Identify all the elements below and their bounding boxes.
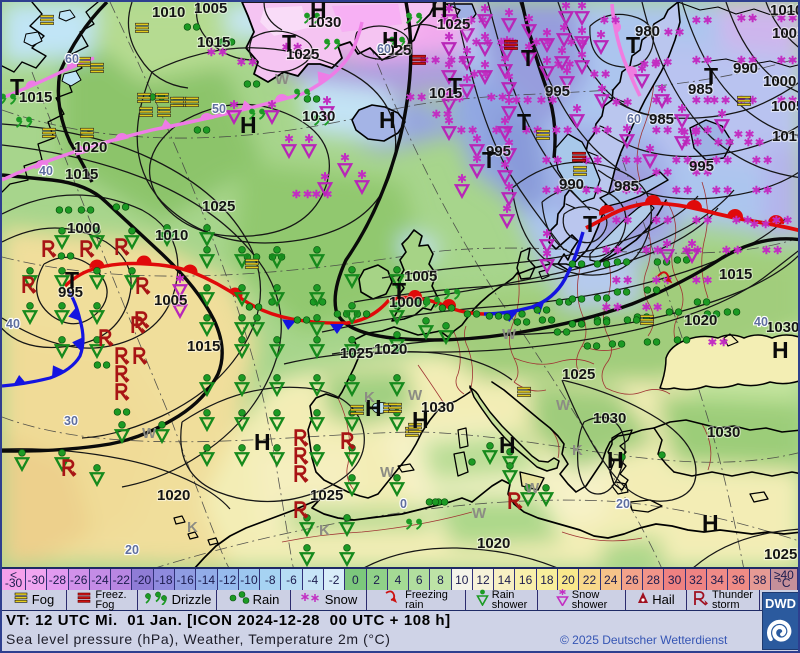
svg-text:H: H: [412, 407, 429, 433]
svg-text:1000: 1000: [389, 294, 422, 311]
svg-text:W: W: [142, 425, 157, 442]
svg-text:1020: 1020: [74, 139, 107, 156]
svg-text:990: 990: [733, 60, 758, 77]
svg-text:1025: 1025: [340, 345, 373, 362]
svg-text:1030: 1030: [707, 424, 740, 441]
svg-text:1015: 1015: [197, 34, 230, 51]
svg-text:1025: 1025: [562, 366, 595, 383]
svg-text:1015: 1015: [187, 338, 220, 355]
svg-text:30: 30: [64, 414, 78, 428]
svg-text:1005: 1005: [404, 268, 437, 285]
svg-text:1020: 1020: [684, 312, 717, 329]
svg-text:1030: 1030: [308, 14, 341, 31]
svg-text:T: T: [482, 147, 496, 173]
svg-text:50: 50: [212, 102, 226, 116]
svg-text:60: 60: [65, 52, 79, 66]
svg-text:T: T: [392, 278, 406, 304]
svg-text:H: H: [310, 2, 327, 23]
svg-text:60: 60: [627, 112, 641, 126]
svg-text:W: W: [380, 464, 395, 481]
svg-text:T: T: [626, 32, 640, 58]
svg-text:1015: 1015: [719, 266, 752, 283]
svg-text:T: T: [583, 211, 597, 237]
svg-text:H: H: [365, 395, 382, 421]
svg-text:1025: 1025: [764, 546, 797, 563]
svg-text:980: 980: [635, 23, 660, 40]
svg-text:1030: 1030: [302, 108, 335, 125]
svg-text:1025: 1025: [310, 487, 343, 504]
svg-text:W: W: [525, 480, 540, 497]
svg-text:1000: 1000: [763, 73, 796, 90]
svg-text:995: 995: [689, 158, 714, 175]
svg-text:20: 20: [616, 497, 630, 511]
svg-text:995: 995: [58, 284, 83, 301]
svg-text:1015: 1015: [19, 89, 52, 106]
svg-text:T: T: [521, 45, 535, 71]
svg-text:K: K: [187, 519, 198, 536]
svg-text:1015: 1015: [65, 166, 98, 183]
svg-text:H: H: [607, 447, 624, 473]
svg-text:H: H: [499, 432, 516, 458]
svg-text:40: 40: [39, 164, 53, 178]
svg-text:W: W: [502, 326, 517, 343]
svg-text:1025: 1025: [437, 16, 470, 33]
svg-text:T: T: [704, 63, 718, 89]
svg-text:K: K: [364, 389, 375, 406]
svg-text:T: T: [517, 109, 531, 135]
svg-text:1005: 1005: [154, 292, 187, 309]
svg-text:H: H: [772, 337, 789, 363]
svg-text:0: 0: [400, 497, 407, 511]
svg-text:1020: 1020: [157, 487, 190, 504]
svg-text:995: 995: [486, 143, 511, 160]
svg-text:W: W: [275, 71, 290, 88]
svg-text:1010: 1010: [772, 128, 798, 145]
svg-text:1020: 1020: [374, 341, 407, 358]
svg-text:1025: 1025: [378, 42, 411, 59]
svg-text:K: K: [319, 522, 330, 539]
svg-text:K: K: [572, 442, 583, 459]
svg-text:T: T: [10, 74, 24, 100]
svg-text:985: 985: [649, 111, 674, 128]
svg-text:1005: 1005: [771, 98, 798, 115]
svg-text:H: H: [382, 27, 399, 53]
svg-text:W: W: [472, 505, 487, 522]
svg-text:H: H: [254, 429, 271, 455]
svg-text:985: 985: [688, 81, 713, 98]
svg-text:1030: 1030: [421, 399, 454, 416]
svg-text:T: T: [65, 267, 79, 293]
svg-text:1010: 1010: [152, 4, 185, 21]
svg-text:H: H: [431, 2, 448, 22]
svg-text:H: H: [702, 510, 719, 536]
svg-text:T: T: [282, 30, 296, 56]
svg-text:W: W: [556, 397, 571, 414]
svg-text:W: W: [408, 387, 423, 404]
svg-text:1000: 1000: [67, 220, 100, 237]
svg-text:60: 60: [377, 42, 391, 56]
svg-text:H: H: [240, 112, 257, 138]
svg-text:1020: 1020: [477, 535, 510, 552]
svg-text:1010: 1010: [155, 227, 188, 244]
svg-text:1015: 1015: [429, 85, 462, 102]
svg-text:1025: 1025: [202, 198, 235, 215]
svg-text:990: 990: [559, 176, 584, 193]
svg-text:40: 40: [754, 315, 768, 329]
svg-text:1005: 1005: [194, 2, 227, 17]
svg-text:1030: 1030: [766, 319, 798, 336]
svg-text:1025: 1025: [286, 46, 319, 63]
svg-text:40: 40: [6, 317, 20, 331]
svg-text:20: 20: [125, 543, 139, 557]
svg-text:1030: 1030: [593, 410, 626, 427]
svg-text:985: 985: [614, 178, 639, 195]
svg-text:1010: 1010: [770, 2, 798, 19]
svg-text:1005: 1005: [772, 25, 798, 42]
svg-text:H: H: [379, 107, 396, 133]
svg-text:995: 995: [545, 83, 570, 100]
svg-text:T: T: [448, 73, 462, 99]
